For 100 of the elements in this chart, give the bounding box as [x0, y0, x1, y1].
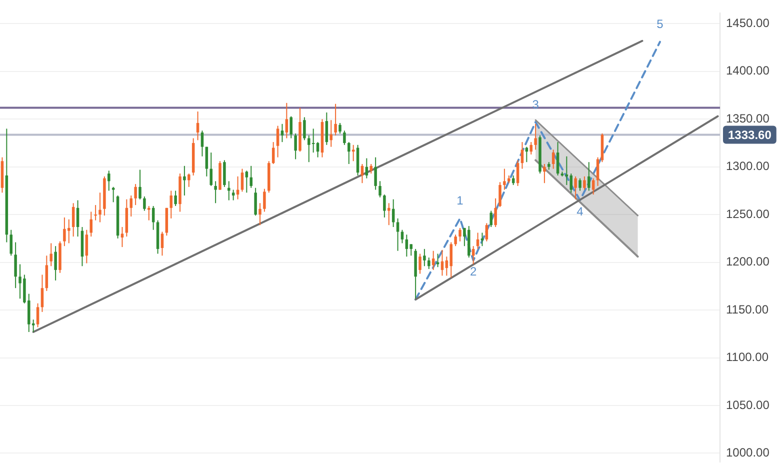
- candlestick: [108, 170, 110, 192]
- candlestick: [290, 116, 292, 139]
- candlestick: [388, 202, 390, 226]
- candlestick: [423, 248, 426, 267]
- y-tick-label: 1100.00: [726, 350, 769, 364]
- candlestick: [343, 130, 346, 146]
- candlestick: [130, 195, 132, 217]
- candlestick: [494, 198, 497, 228]
- candlestick: [183, 165, 186, 196]
- candlestick: [143, 196, 146, 212]
- candlestick: [263, 188, 266, 212]
- candlestick: [36, 302, 40, 328]
- candlestick: [40, 274, 44, 312]
- candlestick: [396, 218, 400, 252]
- ref-line-label: 1333.60: [728, 128, 772, 142]
- candlestick: [378, 180, 382, 198]
- candlestick: [294, 132, 297, 160]
- candlestick: [223, 160, 226, 188]
- annotation: 1: [456, 194, 464, 208]
- candlestick: [418, 253, 422, 274]
- candlestick: [94, 204, 97, 221]
- candlestick: [85, 229, 88, 264]
- candlestick: [556, 142, 560, 176]
- candlestick: [14, 242, 17, 289]
- candlestick: [516, 160, 520, 186]
- candlestick: [552, 149, 555, 170]
- candlestick: [196, 111, 200, 141]
- y-tick-label: 1000.00: [726, 446, 770, 460]
- candlestick: [200, 130, 204, 157]
- candlestick: [276, 125, 280, 158]
- candlestick: [120, 226, 124, 248]
- candlestick: [228, 180, 230, 201]
- candlestick: [280, 123, 284, 143]
- candlestick: [54, 246, 57, 281]
- candlestick: [338, 122, 342, 134]
- candlestick: [596, 156, 600, 186]
- candlestick: [214, 180, 217, 204]
- candlestick: [534, 123, 537, 150]
- annotation: 2: [470, 264, 477, 279]
- candlestick: [232, 189, 235, 201]
- candlestick: [370, 164, 372, 174]
- candlestick: [583, 176, 586, 190]
- candlestick: [490, 210, 492, 228]
- candlestick: [330, 120, 332, 148]
- y-tick-label: 1300.00: [726, 159, 770, 174]
- annotation: 5: [656, 17, 664, 32]
- candlestick: [410, 244, 412, 256]
- y-tick-label: 1050.00: [726, 398, 770, 412]
- candlestick: [45, 255, 48, 292]
- candlestick: [148, 206, 150, 221]
- candlestick: [308, 134, 310, 163]
- candlestick: [170, 190, 172, 219]
- candlestick: [592, 178, 595, 196]
- candlestick: [348, 142, 350, 165]
- candlestick: [352, 144, 355, 162]
- candlestick: [258, 202, 262, 226]
- candlestick: [50, 242, 52, 267]
- candlestick: [254, 187, 257, 216]
- candlestick: [480, 232, 484, 247]
- candlestick: [174, 190, 177, 207]
- candlestick: [188, 173, 190, 188]
- candlestick: [383, 194, 386, 218]
- candlestick: [205, 146, 208, 177]
- candlestick: [285, 102, 288, 139]
- y-tick-label: 1400.00: [726, 64, 770, 78]
- candlestick: [138, 169, 142, 200]
- candlestick: [334, 103, 337, 136]
- candlestick: [520, 142, 524, 170]
- candlestick: [578, 178, 582, 192]
- candlestick: [245, 170, 248, 194]
- candlestick: [374, 156, 377, 190]
- candlestick: [360, 164, 364, 184]
- candlestick: [90, 211, 92, 238]
- candlestick: [312, 128, 315, 154]
- candlestick: [240, 168, 244, 192]
- candlestick: [303, 116, 306, 141]
- candlestick: [588, 162, 590, 192]
- candlestick: [160, 231, 164, 256]
- candlestick: [428, 257, 430, 270]
- candlestick: [325, 112, 328, 146]
- y-tick-label: 1200.00: [726, 254, 770, 269]
- y-tick-label: 1450.00: [726, 16, 770, 30]
- candlestick: [10, 229, 12, 256]
- line-series: [414, 40, 661, 301]
- y-tick-label: 1150.00: [726, 302, 769, 316]
- y-tick-label: 1350.00: [726, 111, 770, 126]
- candlestick: [450, 242, 452, 278]
- candlestick: [543, 164, 546, 184]
- candlestick: [530, 142, 532, 155]
- y-tick-label: 1250.00: [726, 206, 770, 221]
- candlestick: [76, 200, 80, 238]
- candlestick: [574, 176, 577, 200]
- candlestick: [405, 234, 408, 258]
- candlestick: [503, 168, 506, 190]
- candlestick: [210, 152, 212, 186]
- candlestick: [458, 227, 462, 242]
- candlestick: [570, 173, 572, 194]
- candlestick: [485, 222, 488, 242]
- annotation: 4: [576, 204, 584, 219]
- candlestick: [134, 184, 137, 206]
